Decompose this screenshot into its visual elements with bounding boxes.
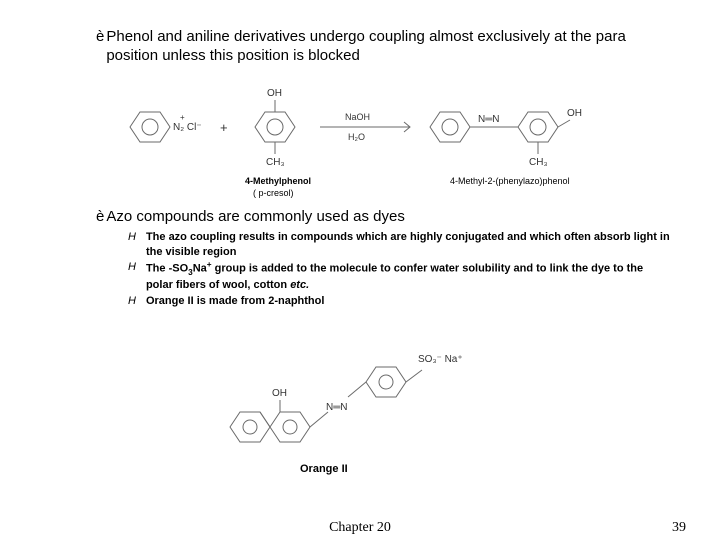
caption-product: 4-Methyl-2-(phenylazo)phenol <box>450 176 570 186</box>
oh2-label: OH <box>567 108 582 119</box>
arrow-icon: è <box>96 28 104 46</box>
sub-item: H The azo coupling results in compounds … <box>128 230 670 259</box>
naoh-label: NaOH <box>345 112 370 122</box>
orange-ii-diagram: OH N═N SO₃⁻ Na⁺ Orange II <box>200 312 540 482</box>
s2b: Na <box>193 263 207 275</box>
orange-ii-caption: Orange II <box>300 463 348 475</box>
oh1-label: OH <box>267 88 282 99</box>
bullet-phenol: è Phenol and aniline derivatives undergo… <box>96 28 670 66</box>
plus-charge: + <box>180 113 185 122</box>
caption-cresol-a: 4-Methylphenol <box>245 176 311 186</box>
h2o-label: H₂O <box>348 132 365 142</box>
sub-text-3: Orange II is made from 2-naphthol <box>146 294 324 308</box>
sub-item: H The -SO3Na+ group is added to the mole… <box>128 260 670 293</box>
sub-bullet-icon: H <box>128 260 136 274</box>
sub-text-2: The -SO3Na+ group is added to the molecu… <box>146 260 670 293</box>
s2d: etc. <box>290 279 309 291</box>
bullet-phenol-text: Phenol and aniline derivatives undergo c… <box>106 28 670 66</box>
plus-op: + <box>220 120 228 135</box>
caption-cresol-b: ( p-cresol) <box>253 188 294 198</box>
so3na-label: SO₃⁻ Na⁺ <box>418 354 463 365</box>
ch3-label: CH₃ <box>266 157 285 168</box>
reaction-diagram-1: N₂ Cl⁻ + + OH CH₃ 4-Methylphenol ( p-cre… <box>110 72 630 202</box>
arrow-icon: è <box>96 208 104 226</box>
sub-bullet-list: H The azo coupling results in compounds … <box>128 230 670 308</box>
bullet-azo: è Azo compounds are commonly used as dye… <box>96 208 670 227</box>
footer-chapter: Chapter 20 <box>329 520 391 536</box>
bullet-azo-text: Azo compounds are commonly used as dyes <box>106 208 404 227</box>
n2cl-label: N₂ Cl⁻ <box>173 122 202 133</box>
sub-text-1: The azo coupling results in compounds wh… <box>146 230 670 259</box>
sub-item: H Orange II is made from 2-naphthol <box>128 294 670 308</box>
sub-bullet-icon: H <box>128 294 136 308</box>
s2a: The -SO <box>146 263 188 275</box>
ch3b-label: CH₃ <box>529 157 548 168</box>
nn-label-2: N═N <box>326 402 348 413</box>
sub-bullet-icon: H <box>128 230 136 244</box>
nn-label: N═N <box>478 114 500 125</box>
footer-page-number: 39 <box>672 520 686 536</box>
s2c: group is added to the molecule to confer… <box>146 263 643 292</box>
oh-label-2: OH <box>272 388 287 399</box>
